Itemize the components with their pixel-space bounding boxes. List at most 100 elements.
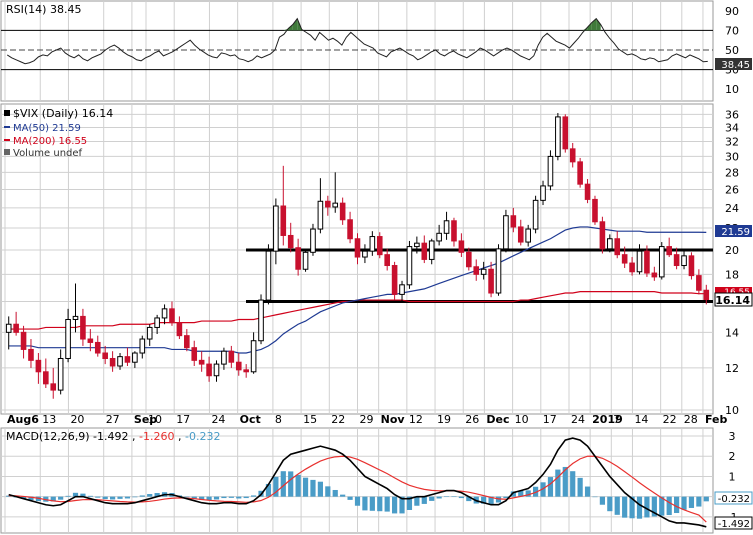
candle-up	[154, 317, 160, 328]
price-y-ticks: 3634323028262422201816141210	[725, 108, 739, 417]
candle-up	[555, 116, 561, 157]
macd-hist-bar	[651, 496, 657, 517]
macd-hist-bar	[562, 466, 568, 497]
ma200-legend: MA(200) 16.55	[13, 136, 87, 147]
candle-up	[658, 246, 665, 278]
macd-y-ticks: 3210-1	[727, 430, 738, 524]
candle-up	[503, 215, 509, 250]
macd-hist-bar	[65, 495, 71, 497]
candle-down	[696, 275, 702, 291]
candle-down	[198, 359, 205, 365]
macd-hist-bar	[451, 496, 457, 497]
candle-down	[473, 266, 480, 275]
price-tick-label: 18	[725, 268, 739, 281]
candle-down	[488, 268, 494, 294]
candle-down	[169, 308, 175, 324]
macd-hist-bar	[58, 496, 64, 500]
candle-down	[28, 348, 34, 361]
candle-down	[176, 322, 183, 337]
x-tick-label: 10	[515, 413, 529, 426]
x-tick-label: 24	[211, 413, 225, 426]
x-tick-label: 10	[148, 413, 162, 426]
x-tick-label: Nov	[381, 413, 406, 426]
last-price-label: 16.14	[715, 294, 750, 307]
macd-hist-bar	[636, 496, 643, 519]
candle-up	[132, 352, 138, 363]
x-tick-label: 14	[634, 413, 648, 426]
candle-down	[577, 161, 583, 185]
candle-up	[532, 199, 539, 230]
macd-hist-bar	[236, 496, 242, 499]
macd-hist-bar	[50, 496, 56, 502]
last-price-tag	[714, 292, 753, 307]
candle-up	[362, 250, 368, 258]
macd-legend: MACD(12,26,9) -1.492 , -1.260 , -0.232	[6, 430, 220, 443]
macd-panel: 3210-1 MACD(12,26,9) -1.492 , -1.260 , -…	[0, 427, 753, 534]
candle-up	[369, 236, 376, 252]
candle-down	[562, 116, 569, 150]
price-tick-label: 12	[725, 362, 739, 375]
macd-hist-bar	[199, 496, 205, 500]
macd-hist-bar	[132, 496, 138, 498]
x-tick-label: 15	[303, 413, 317, 426]
ma50-path	[8, 226, 707, 354]
macd-hist-bar	[72, 492, 79, 497]
macd-hist-bar	[510, 491, 516, 497]
x-tick-label: 20	[70, 413, 84, 426]
candle-up	[265, 250, 272, 301]
macd-hist-bar	[614, 496, 620, 515]
candle-up	[480, 268, 487, 275]
x-tick-label: Feb	[705, 413, 728, 426]
candle-down	[235, 361, 242, 371]
macd-hist-bar	[377, 496, 383, 512]
macd-hist-bar	[436, 496, 442, 499]
macd-signal-line	[8, 455, 707, 523]
candle-down	[569, 148, 576, 163]
ma50-value-label: 21.59	[721, 227, 750, 238]
candle-down	[354, 238, 361, 258]
candle-down	[384, 254, 390, 267]
macd-hist-bar	[384, 496, 390, 512]
candle-down	[20, 331, 27, 350]
macd-hist-bar	[666, 496, 672, 516]
macd-hist-bar	[688, 496, 695, 508]
candle-down	[592, 198, 598, 223]
candle-down	[421, 242, 428, 260]
vix-legend-swatch	[4, 110, 10, 116]
x-tick-label: 2019	[592, 413, 623, 426]
macd-path	[8, 437, 707, 528]
x-tick-label: 28	[684, 413, 698, 426]
price-tick-label: 32	[725, 136, 739, 149]
candle-down	[614, 238, 621, 256]
price-tick-label: 36	[725, 108, 739, 121]
x-tick-label: 22	[331, 413, 345, 426]
rsi-value-label: 38.45	[721, 60, 750, 71]
macd-hist-bar	[518, 490, 524, 497]
macd-hist-bar	[340, 494, 346, 497]
macd-hist-bar	[95, 496, 101, 498]
macd-hist-bar	[117, 496, 123, 499]
candle-up	[310, 228, 316, 253]
macd-hist-bar	[317, 481, 323, 497]
candle-down	[87, 338, 94, 343]
candle-up	[681, 255, 687, 267]
macd-hist-bar	[110, 496, 116, 500]
macd-hist-bar	[592, 496, 598, 498]
price-tick-label: 14	[725, 326, 739, 339]
candle-up	[495, 248, 502, 294]
candle-up	[332, 202, 339, 208]
rsi-tick-label: 70	[725, 24, 739, 37]
macd-hist-bar	[302, 477, 309, 497]
candle-up	[65, 319, 71, 359]
macd-hist-bar	[325, 486, 331, 497]
macd-hist-bar	[124, 496, 131, 499]
price-panel: 3634323028262422201816141210 Aug6132027S…	[0, 103, 753, 426]
volume-legend-swatch	[4, 149, 10, 155]
macd-hist-bar	[466, 496, 472, 502]
macd-hist-bar	[622, 496, 628, 518]
macd-hist-bar	[147, 494, 153, 497]
macd-hist-bar	[80, 493, 86, 497]
candle-down	[644, 250, 650, 274]
